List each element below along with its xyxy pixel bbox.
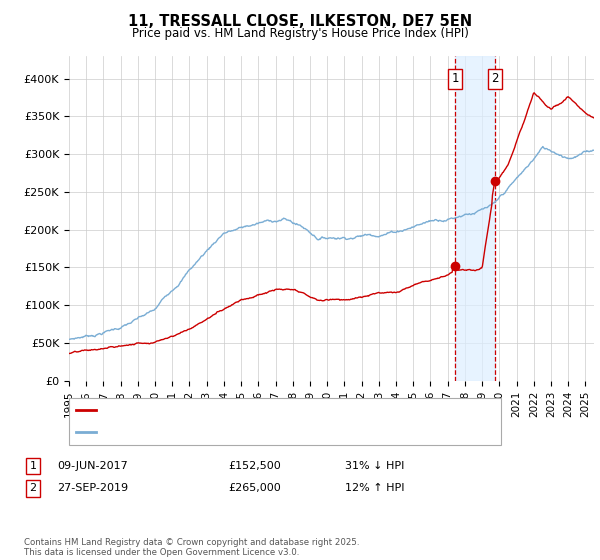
Text: HPI: Average price, detached house, Erewash: HPI: Average price, detached house, Erew… [100, 427, 337, 437]
Text: 31% ↓ HPI: 31% ↓ HPI [345, 461, 404, 471]
Bar [455, 56, 495, 381]
Text: Contains HM Land Registry data © Crown copyright and database right 2025.
This d: Contains HM Land Registry data © Crown c… [24, 538, 359, 557]
Text: 11, TRESSALL CLOSE, ILKESTON, DE7 5EN (detached house): 11, TRESSALL CLOSE, ILKESTON, DE7 5EN (d… [100, 405, 414, 416]
Text: 1: 1 [29, 461, 37, 471]
Text: 12% ↑ HPI: 12% ↑ HPI [345, 483, 404, 493]
Text: 27-SEP-2019: 27-SEP-2019 [57, 483, 128, 493]
Text: £265,000: £265,000 [228, 483, 281, 493]
Text: 09-JUN-2017: 09-JUN-2017 [57, 461, 128, 471]
Text: 2: 2 [491, 72, 499, 85]
Text: 2: 2 [29, 483, 37, 493]
Text: 1: 1 [452, 72, 459, 85]
Text: Price paid vs. HM Land Registry's House Price Index (HPI): Price paid vs. HM Land Registry's House … [131, 27, 469, 40]
Text: £152,500: £152,500 [228, 461, 281, 471]
Text: 11, TRESSALL CLOSE, ILKESTON, DE7 5EN: 11, TRESSALL CLOSE, ILKESTON, DE7 5EN [128, 14, 472, 29]
